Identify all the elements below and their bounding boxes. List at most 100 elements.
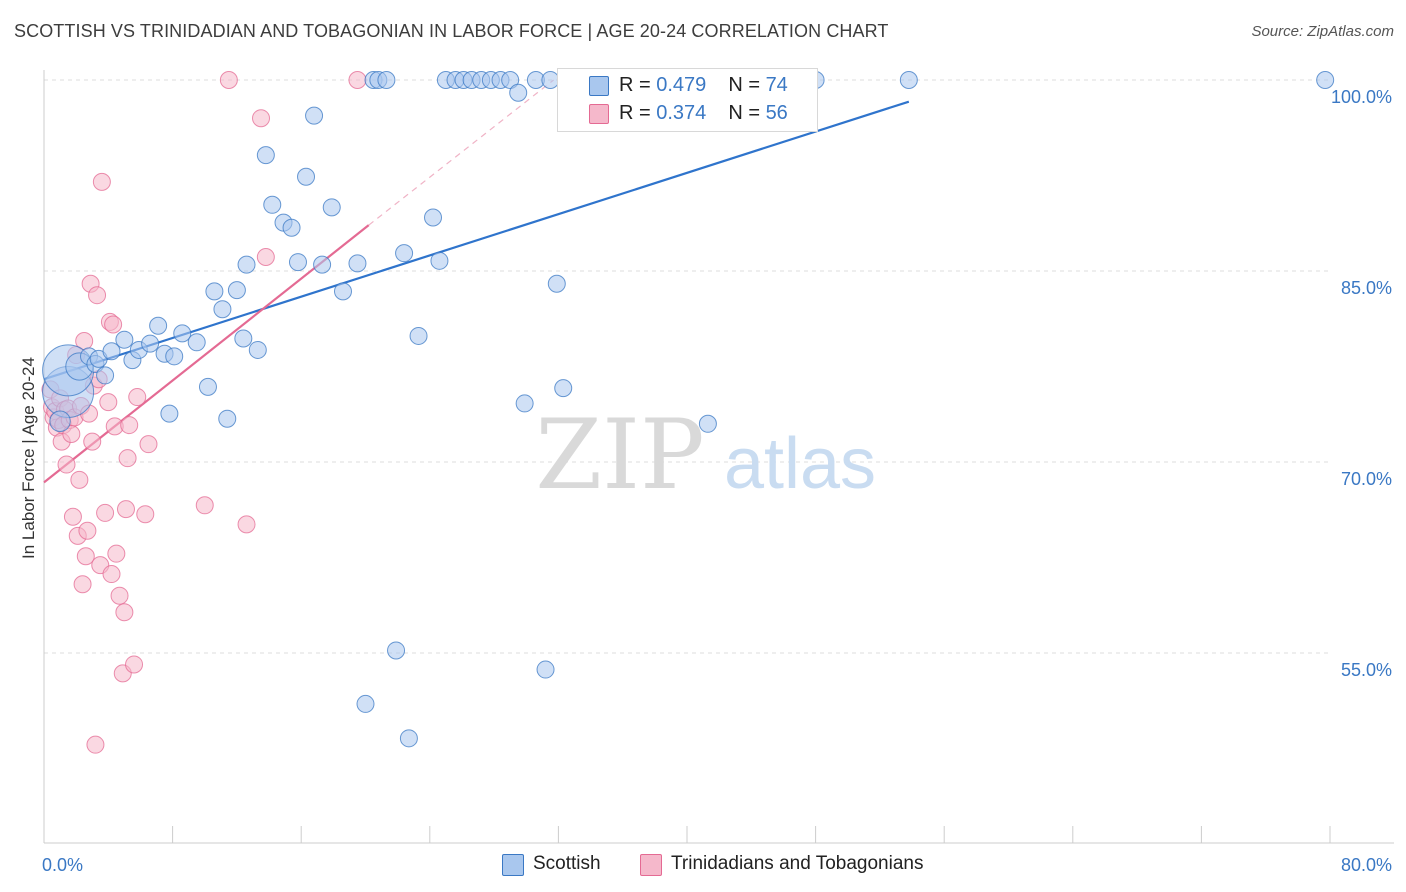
point-scottish	[198, 377, 217, 396]
point-trinidadian	[195, 496, 214, 515]
point-trinidadian	[348, 71, 367, 89]
chart-title: SCOTTISH VS TRINIDADIAN AND TOBAGONIAN I…	[14, 21, 889, 41]
point-scottish	[536, 660, 555, 679]
point-scottish	[165, 347, 184, 366]
point-scottish	[218, 409, 237, 428]
point-trinidadian	[78, 521, 97, 540]
y-tick-label: 100.0%	[1331, 87, 1392, 107]
data-points	[41, 71, 1335, 754]
point-scottish	[160, 404, 179, 423]
point-scottish	[173, 324, 192, 343]
point-trinidadian	[57, 455, 76, 474]
point-scottish	[333, 282, 352, 301]
point-trinidadian	[120, 416, 139, 435]
bottom-legend-label-trinidadian: Trinidadians and Tobagonians	[671, 853, 924, 874]
point-trinidadian	[88, 286, 107, 305]
point-scottish	[205, 282, 224, 301]
point-scottish	[899, 71, 918, 89]
bottom-legend-swatch-trinidadian	[640, 854, 662, 876]
point-trinidadian	[107, 544, 126, 563]
point-trinidadian	[92, 172, 111, 191]
point-scottish	[698, 414, 717, 433]
bottom-legend-label-scottish: Scottish	[533, 853, 601, 874]
legend-r-value: 0.374	[656, 102, 707, 124]
point-scottish	[102, 342, 121, 361]
point-scottish	[141, 334, 160, 353]
point-scottish	[49, 410, 71, 432]
y-tick-label: 70.0%	[1341, 469, 1392, 489]
point-scottish	[187, 333, 206, 352]
point-scottish	[356, 694, 375, 713]
point-trinidadian	[102, 565, 121, 584]
watermark-atlas: atlas	[724, 424, 876, 504]
bottom-legend: Scottish Trinidadians and Tobagonians	[0, 851, 1406, 877]
point-scottish	[96, 366, 115, 385]
point-scottish	[263, 195, 282, 214]
point-scottish	[377, 71, 396, 89]
point-trinidadian	[136, 505, 155, 524]
point-scottish	[348, 254, 367, 273]
trend-line-trinidadian-extension	[368, 79, 554, 226]
point-scottish	[237, 255, 256, 274]
point-trinidadian	[139, 435, 158, 454]
y-axis-label: In Labor Force | Age 20-24	[19, 357, 38, 559]
point-trinidadian	[252, 109, 271, 128]
point-scottish	[554, 379, 573, 398]
point-trinidadian	[125, 655, 144, 674]
point-trinidadian	[96, 503, 115, 522]
point-trinidadian	[256, 247, 275, 266]
point-scottish	[515, 394, 534, 413]
point-scottish	[387, 641, 406, 660]
legend: R = 0.479 N = 74 R = 0.374 N = 56	[557, 68, 818, 132]
trend-line-scottish	[43, 100, 910, 381]
point-scottish	[248, 340, 267, 359]
tick-labels: 55.0% 70.0% 85.0% 100.0% 0.0% 80.0%	[42, 87, 1392, 875]
legend-swatch-scottish	[589, 76, 609, 96]
source-label: Source: ZipAtlas.com	[1251, 23, 1394, 40]
legend-row-trinidadian: R = 0.374 N = 56	[619, 102, 788, 124]
x-tick-label-min: 0.0%	[42, 855, 83, 875]
point-scottish	[430, 251, 449, 270]
point-trinidadian	[63, 507, 82, 526]
point-scottish	[282, 218, 301, 237]
point-scottish	[149, 316, 168, 335]
point-scottish	[305, 106, 324, 125]
axes	[43, 70, 1394, 844]
point-scottish	[395, 244, 414, 263]
point-trinidadian	[104, 315, 123, 334]
point-scottish	[297, 167, 316, 186]
bottom-legend-swatch-scottish	[502, 854, 524, 876]
point-scottish	[509, 83, 528, 102]
point-scottish	[234, 329, 253, 348]
legend-n-value: 56	[765, 102, 788, 124]
legend-swatch-trinidadian	[589, 104, 609, 124]
point-trinidadian	[83, 432, 102, 451]
x-tick-label-max: 80.0%	[1341, 855, 1392, 875]
point-scottish	[409, 326, 428, 345]
gridlines	[44, 79, 1330, 654]
point-scottish	[547, 274, 566, 293]
point-scottish	[424, 208, 443, 227]
point-scottish	[313, 255, 332, 274]
point-trinidadian	[110, 586, 129, 605]
point-scottish	[256, 146, 275, 165]
point-trinidadian	[128, 388, 147, 407]
y-tick-label: 85.0%	[1341, 278, 1392, 298]
point-scottish	[501, 71, 520, 89]
point-trinidadian	[116, 500, 135, 519]
point-trinidadian	[219, 71, 238, 89]
legend-n-value: 74	[765, 74, 788, 96]
point-scottish	[115, 330, 134, 349]
point-trinidadian	[118, 449, 137, 468]
point-scottish	[1316, 71, 1335, 89]
point-trinidadian	[237, 515, 256, 534]
point-trinidadian	[115, 603, 134, 622]
point-trinidadian	[73, 575, 92, 594]
trend-lines	[43, 79, 910, 484]
point-scottish	[322, 198, 341, 217]
point-scottish	[213, 300, 232, 319]
watermark-zip: ZIP	[535, 399, 704, 511]
legend-r-value: 0.479	[656, 74, 707, 96]
point-trinidadian	[99, 393, 118, 412]
